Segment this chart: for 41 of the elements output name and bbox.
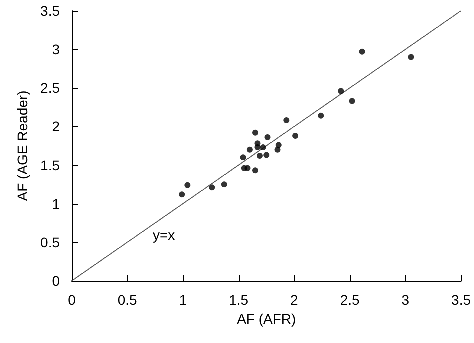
y-tick-label: 2.5: [40, 80, 60, 96]
point: [246, 146, 253, 153]
x-axis-title: AF (AFR): [237, 310, 296, 327]
point: [338, 88, 344, 94]
y-tick-label: 0.5: [40, 234, 60, 250]
point: [209, 184, 216, 191]
x-tick-label: 1: [179, 292, 188, 308]
x-tick-label: 3.5: [452, 292, 472, 308]
y-tick-label: 3: [52, 42, 60, 58]
x-tick-label: 1.5: [229, 292, 249, 308]
point: [408, 54, 414, 60]
point: [349, 98, 356, 104]
point: [184, 182, 191, 188]
point: [264, 152, 270, 158]
point: [252, 168, 259, 174]
x-tick-label: 0.5: [118, 292, 138, 308]
y-tick-label: 0: [52, 273, 60, 289]
x-tick-label: 2: [290, 292, 299, 308]
y-axis-title: AF (AGE Reader): [14, 90, 31, 202]
point: [252, 130, 259, 136]
point: [221, 182, 228, 188]
point: [284, 118, 290, 124]
point: [240, 154, 246, 161]
point: [292, 132, 299, 139]
point: [318, 112, 324, 119]
x-tick-label: 2.5: [340, 292, 360, 308]
x-tick-label: 0: [68, 292, 76, 308]
point: [264, 134, 271, 141]
point: [359, 48, 366, 55]
point: [276, 142, 282, 148]
y-tick-label: 2: [52, 118, 60, 135]
annotation: y=x: [153, 227, 176, 243]
y-tick-label: 1.5: [40, 157, 60, 174]
x-tick-label: 3: [402, 292, 410, 308]
point: [254, 144, 261, 151]
y-tick-label: 1: [52, 196, 60, 212]
point: [256, 153, 263, 160]
y-tick-label: 3.5: [40, 3, 60, 19]
point: [244, 165, 251, 172]
point: [179, 192, 186, 198]
point: [260, 144, 266, 151]
